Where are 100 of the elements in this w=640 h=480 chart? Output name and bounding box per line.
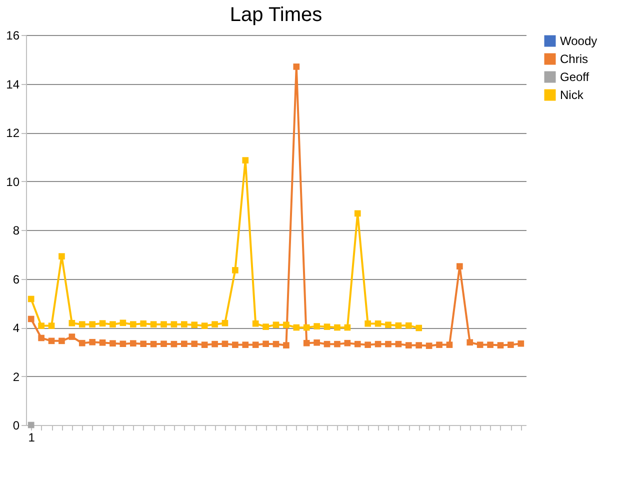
point	[334, 324, 340, 331]
point	[150, 321, 157, 328]
point	[120, 340, 126, 347]
point	[28, 316, 34, 322]
point	[242, 157, 249, 164]
point	[497, 342, 504, 348]
point	[395, 340, 402, 348]
point	[314, 339, 320, 346]
point	[150, 340, 157, 348]
y-tick-label: 4	[12, 321, 20, 335]
point	[364, 342, 371, 348]
point	[272, 340, 280, 348]
point	[232, 342, 238, 348]
point	[120, 320, 126, 326]
point	[252, 342, 259, 348]
y-tick-label: 16	[6, 28, 20, 42]
y-tick-label: 6	[12, 272, 20, 286]
y-tick-label: 8	[12, 224, 20, 238]
chart-title: Lap Times	[230, 4, 322, 26]
point	[170, 321, 178, 328]
point	[58, 253, 65, 260]
x-tick-label: 1	[28, 430, 36, 444]
point	[232, 267, 238, 274]
point	[314, 323, 320, 330]
point	[344, 340, 351, 346]
point	[201, 322, 208, 329]
point	[508, 342, 514, 348]
point	[242, 342, 249, 348]
point	[405, 322, 412, 329]
point	[222, 320, 228, 326]
y-tick-label: 14	[6, 77, 20, 92]
point	[28, 422, 34, 428]
point	[446, 342, 453, 348]
point	[181, 340, 188, 347]
legend-label: Geoff	[560, 70, 590, 84]
point	[160, 340, 167, 347]
point	[385, 322, 392, 328]
point	[344, 324, 351, 331]
point	[191, 322, 198, 328]
point	[160, 321, 167, 328]
point	[416, 324, 422, 332]
point	[89, 321, 96, 328]
y-tick-label: 0	[12, 418, 20, 432]
point	[405, 342, 412, 348]
point	[487, 342, 494, 348]
point	[262, 324, 269, 330]
point	[28, 296, 34, 302]
point	[354, 210, 361, 217]
point	[426, 342, 432, 349]
point	[130, 321, 136, 328]
point	[78, 340, 86, 346]
point	[374, 320, 382, 327]
point	[374, 340, 382, 348]
point	[130, 340, 136, 347]
point	[58, 338, 65, 344]
point	[212, 321, 218, 328]
point	[395, 322, 402, 329]
point	[293, 64, 300, 70]
point	[110, 340, 116, 347]
point	[476, 342, 484, 348]
point	[303, 340, 310, 346]
point	[191, 340, 198, 347]
point	[334, 340, 340, 348]
point	[436, 342, 442, 348]
point	[324, 340, 330, 348]
point	[222, 340, 228, 347]
point	[38, 334, 44, 342]
y-tick-label: 10	[6, 174, 20, 189]
y-tick-label: 2	[12, 370, 20, 384]
point	[324, 324, 330, 330]
point	[283, 342, 290, 348]
legend-label: Woody	[560, 34, 598, 48]
point	[212, 340, 218, 348]
legend-label: Nick	[560, 88, 584, 102]
point	[140, 340, 147, 347]
point	[262, 340, 269, 347]
point	[385, 340, 392, 348]
point	[456, 263, 463, 270]
point	[68, 320, 76, 326]
point	[140, 320, 147, 327]
point	[89, 338, 96, 346]
point	[38, 322, 44, 329]
point	[170, 340, 178, 348]
point	[272, 322, 280, 328]
point	[416, 342, 422, 348]
point	[99, 339, 106, 346]
point	[201, 342, 208, 348]
point	[181, 321, 188, 328]
point	[466, 339, 474, 346]
point	[110, 321, 116, 328]
legend-label: Chris	[560, 52, 588, 66]
point	[48, 322, 55, 329]
point	[303, 324, 310, 331]
point	[364, 320, 371, 327]
point	[518, 340, 524, 347]
point	[48, 338, 55, 344]
point	[283, 322, 290, 328]
point	[78, 321, 86, 328]
point	[68, 334, 76, 340]
point	[99, 320, 106, 327]
